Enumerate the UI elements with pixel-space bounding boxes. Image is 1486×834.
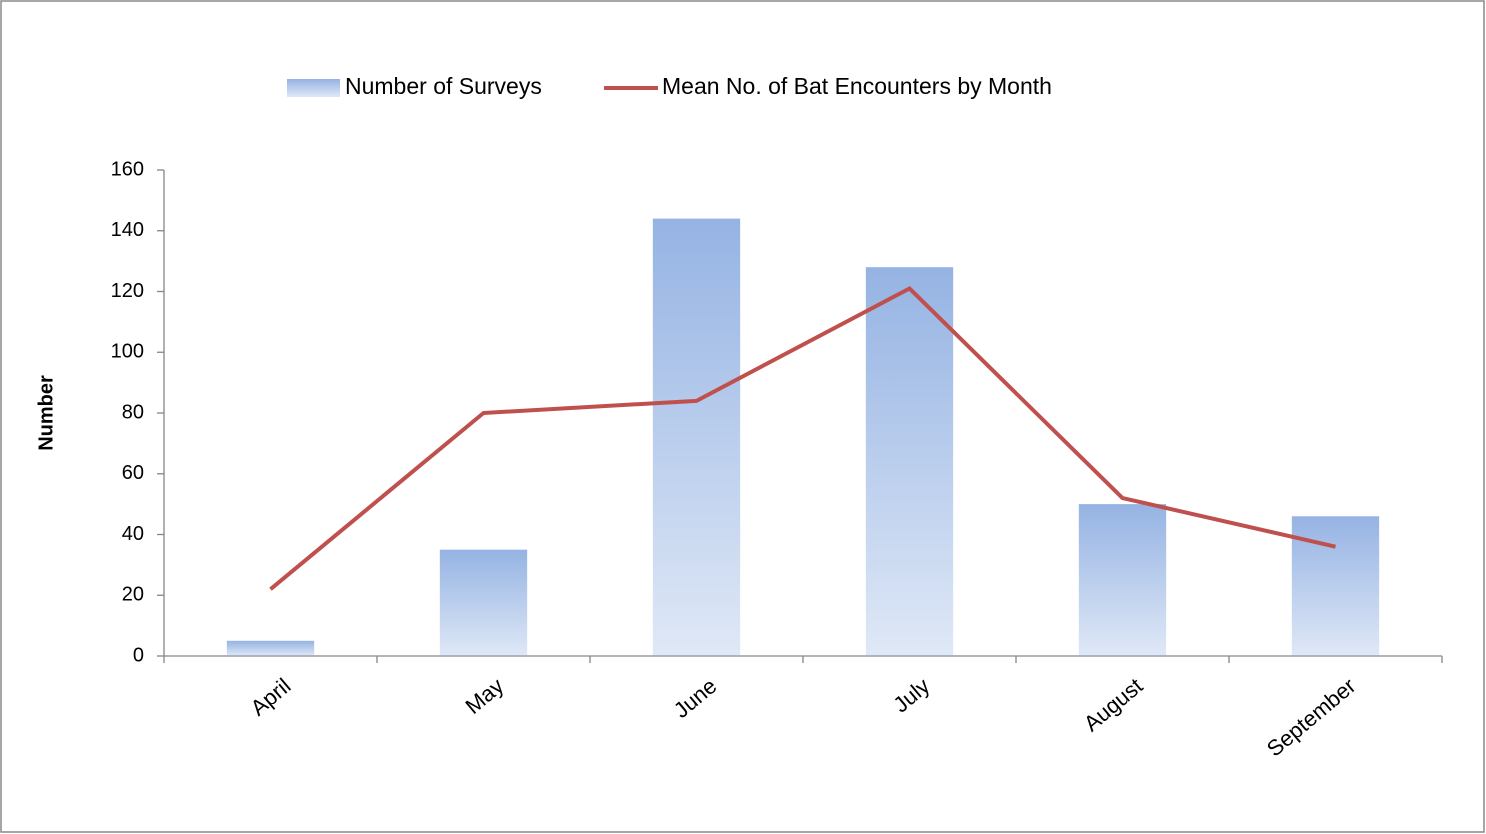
y-tick-label: 0 — [133, 644, 144, 666]
y-tick-label: 120 — [111, 280, 144, 302]
bar — [226, 640, 315, 656]
legend-label: Mean No. of Bat Encounters by Month — [662, 73, 1052, 99]
y-tick-label: 80 — [122, 401, 144, 423]
bar — [1291, 516, 1380, 656]
line — [269, 286, 1336, 591]
bar — [652, 218, 741, 656]
legend-label: Number of Surveys — [345, 73, 542, 99]
y-axis-label: Number — [35, 375, 57, 451]
bar — [439, 549, 528, 656]
y-tick-label: 140 — [111, 219, 144, 241]
bar — [1078, 504, 1167, 656]
y-tick-label: 160 — [111, 158, 144, 180]
legend-swatch — [287, 79, 340, 97]
y-tick-label: 60 — [122, 462, 144, 484]
y-tick-label: 20 — [122, 584, 144, 606]
bar — [865, 267, 954, 656]
y-tick-label: 100 — [111, 341, 144, 363]
y-tick-label: 40 — [122, 523, 144, 545]
